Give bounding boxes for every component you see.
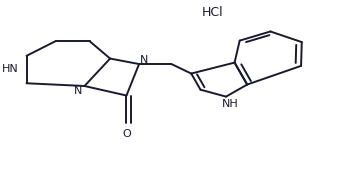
Text: N: N — [74, 86, 82, 96]
Text: O: O — [122, 129, 131, 139]
Text: N: N — [140, 55, 148, 65]
Text: NH: NH — [222, 99, 239, 109]
Text: HN: HN — [2, 64, 19, 74]
Text: HCl: HCl — [201, 6, 223, 19]
